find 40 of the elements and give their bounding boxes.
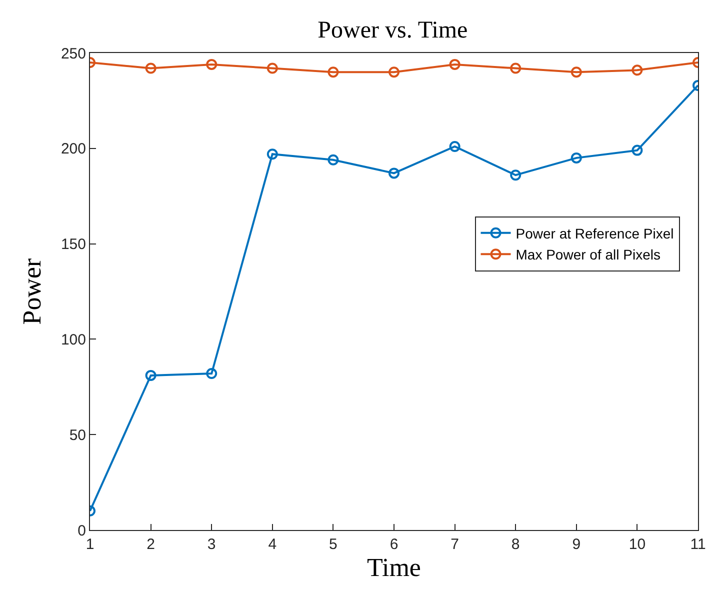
point xyxy=(145,370,156,381)
y-tick-label: 50 xyxy=(69,426,86,444)
x-tick-label: 10 xyxy=(628,536,646,553)
x-tick-label: 2 xyxy=(146,536,155,553)
point xyxy=(145,62,156,74)
x-tick-label: 1 xyxy=(86,536,94,553)
point xyxy=(388,168,400,179)
y-tick-label: 200 xyxy=(60,140,86,158)
x-tick-label: 5 xyxy=(329,536,338,553)
point xyxy=(388,66,400,78)
x-tick-label: 8 xyxy=(511,536,520,553)
point xyxy=(449,140,460,152)
x-tick-label: 9 xyxy=(572,536,581,553)
x-tick-label: 11 xyxy=(690,536,706,553)
point xyxy=(632,64,643,76)
x-tick-label: 4 xyxy=(268,536,277,553)
point xyxy=(570,152,582,164)
y-tick-label: 100 xyxy=(60,331,86,348)
point xyxy=(206,368,218,380)
point xyxy=(570,66,582,78)
legend-label: Max Power of all Pixels xyxy=(516,246,660,263)
y-tick-label: 250 xyxy=(60,45,86,62)
x-tick-label: 6 xyxy=(390,536,398,553)
point xyxy=(449,58,460,70)
point xyxy=(266,148,278,160)
legend-label: Power at Reference Pixel xyxy=(516,225,674,242)
point xyxy=(328,66,339,78)
x-tick-label: 7 xyxy=(450,536,459,553)
point xyxy=(328,154,339,166)
point xyxy=(510,170,522,181)
point xyxy=(632,144,643,156)
point xyxy=(266,62,278,74)
point xyxy=(510,62,522,74)
x-tick-label: 3 xyxy=(207,536,216,553)
y-tick-label: 0 xyxy=(78,522,86,540)
point xyxy=(206,58,218,70)
x-axis-title: Time xyxy=(367,553,421,582)
y-tick-label: 150 xyxy=(60,236,86,254)
y-axis-title: Power xyxy=(17,258,46,325)
chart-title: Power vs. Time xyxy=(318,17,468,44)
